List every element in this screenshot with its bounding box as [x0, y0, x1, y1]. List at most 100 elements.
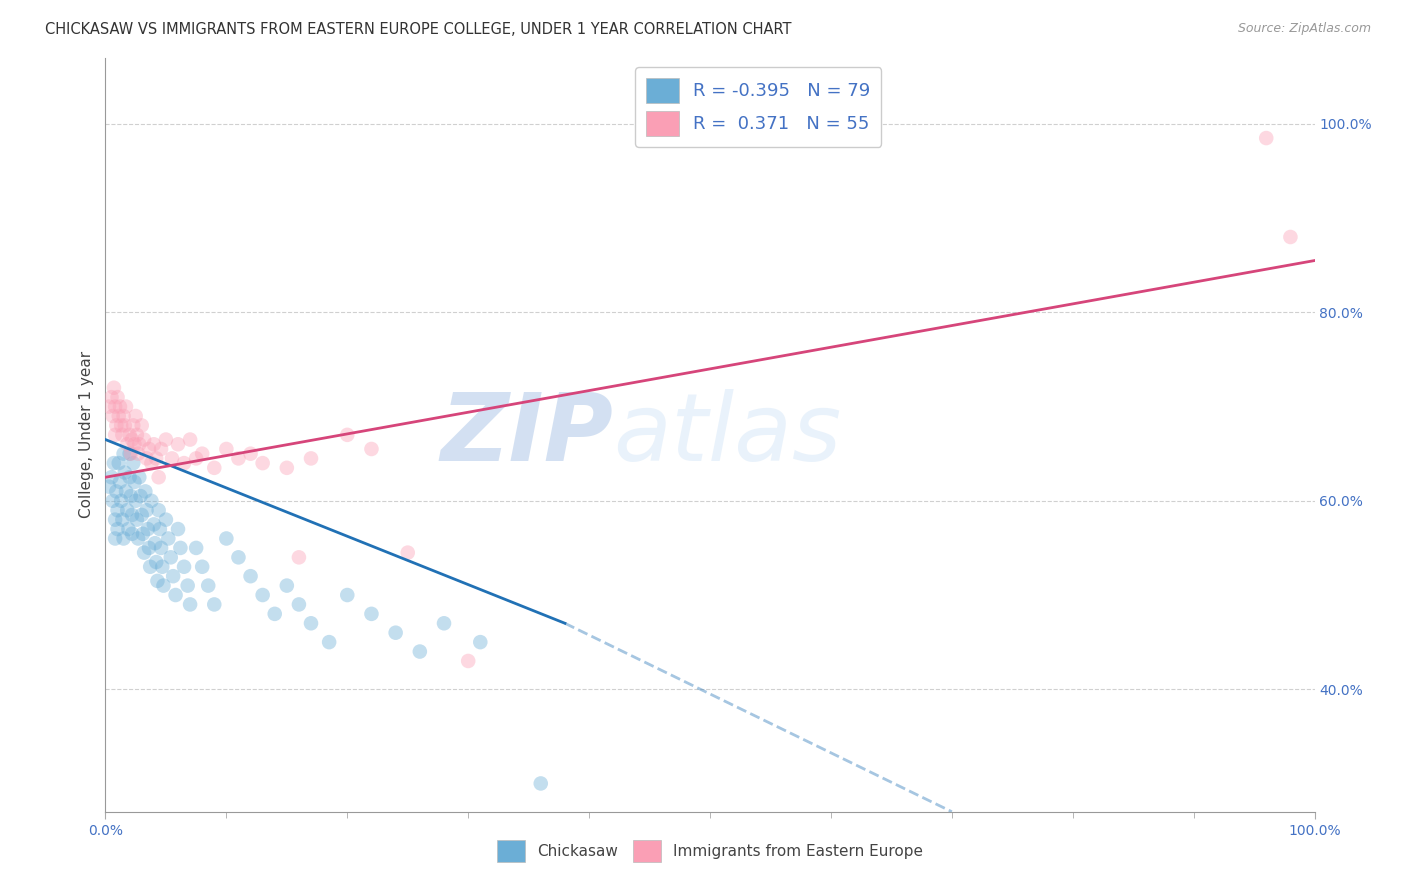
Point [173, 559, 195, 574]
Point [107, 390, 129, 404]
Point [141, 493, 163, 508]
Point [288, 550, 311, 565]
Point [110, 418, 132, 433]
Point [111, 513, 134, 527]
Point [145, 451, 167, 466]
Point [1256, 131, 1278, 145]
Point [169, 541, 191, 555]
Point [108, 475, 131, 489]
Point [107, 409, 129, 423]
Point [157, 532, 180, 546]
Point [132, 526, 155, 541]
Point [101, 493, 124, 508]
Point [122, 456, 145, 470]
Text: Source: ZipAtlas.com: Source: ZipAtlas.com [1237, 22, 1371, 36]
Point [148, 470, 170, 484]
Point [120, 447, 142, 461]
Point [176, 579, 198, 593]
Point [115, 400, 138, 414]
Point [202, 598, 225, 612]
Y-axis label: College, Under 1 year: College, Under 1 year [79, 351, 94, 518]
Point [162, 569, 184, 583]
Point [103, 456, 125, 470]
Point [112, 409, 135, 423]
Point [122, 418, 145, 433]
Point [409, 644, 432, 658]
Point [186, 451, 208, 466]
Point [141, 456, 163, 470]
Point [155, 433, 177, 447]
Point [276, 579, 298, 593]
Point [252, 456, 274, 470]
Point [127, 532, 149, 546]
Point [228, 550, 250, 565]
Text: ZIP: ZIP [440, 389, 613, 481]
Point [396, 546, 419, 560]
Point [470, 635, 492, 649]
Point [228, 451, 250, 466]
Legend: Chickasaw, Immigrants from Eastern Europe: Chickasaw, Immigrants from Eastern Europ… [491, 834, 929, 868]
Point [215, 532, 238, 546]
Point [110, 493, 132, 508]
Point [252, 588, 274, 602]
Point [360, 442, 382, 456]
Point [239, 569, 262, 583]
Point [299, 616, 322, 631]
Point [138, 442, 160, 456]
Point [114, 466, 136, 480]
Point [1279, 230, 1302, 244]
Point [117, 522, 139, 536]
Point [191, 447, 214, 461]
Text: atlas: atlas [613, 389, 842, 481]
Point [336, 428, 359, 442]
Point [118, 428, 141, 442]
Point [121, 433, 143, 447]
Point [128, 437, 150, 451]
Point [104, 532, 127, 546]
Point [197, 579, 219, 593]
Point [131, 418, 153, 433]
Point [114, 418, 136, 433]
Point [215, 442, 238, 456]
Point [135, 451, 157, 466]
Point [263, 607, 285, 621]
Point [115, 503, 138, 517]
Point [118, 447, 141, 461]
Point [98, 400, 121, 414]
Point [125, 513, 148, 527]
Point [112, 532, 135, 546]
Point [108, 400, 131, 414]
Point [530, 776, 553, 790]
Point [98, 480, 121, 494]
Point [167, 437, 190, 451]
Point [115, 484, 138, 499]
Point [150, 559, 173, 574]
Point [104, 428, 127, 442]
Point [202, 460, 225, 475]
Point [139, 559, 162, 574]
Point [186, 541, 208, 555]
Point [433, 616, 456, 631]
Point [318, 635, 340, 649]
Point [128, 470, 150, 484]
Point [138, 541, 160, 555]
Point [120, 489, 142, 503]
Point [239, 447, 262, 461]
Point [457, 654, 479, 668]
Point [107, 522, 129, 536]
Point [160, 451, 183, 466]
Point [360, 607, 382, 621]
Point [145, 555, 167, 569]
Point [136, 522, 159, 536]
Point [173, 456, 195, 470]
Point [105, 418, 128, 433]
Point [299, 451, 322, 466]
Point [125, 493, 148, 508]
Point [146, 574, 169, 588]
Point [105, 484, 128, 499]
Point [107, 503, 129, 517]
Point [143, 536, 166, 550]
Point [103, 381, 125, 395]
Point [142, 437, 165, 451]
Point [155, 513, 177, 527]
